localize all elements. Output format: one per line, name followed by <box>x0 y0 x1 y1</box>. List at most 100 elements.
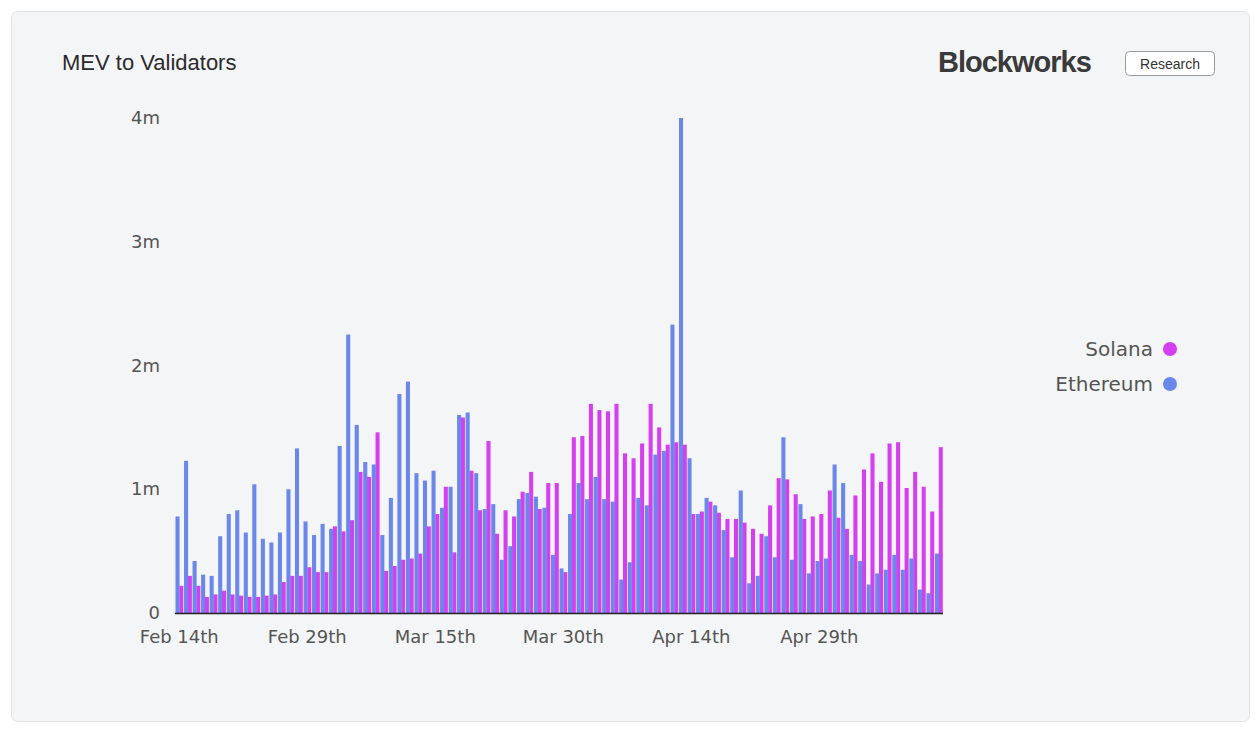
bar <box>922 487 926 613</box>
bar <box>525 493 529 613</box>
bar <box>819 514 823 613</box>
bar <box>261 539 265 613</box>
bar <box>504 510 508 613</box>
bar <box>307 567 311 613</box>
bar <box>244 533 248 613</box>
bar <box>781 437 785 613</box>
bar <box>210 576 214 613</box>
bar <box>235 510 239 613</box>
bar <box>824 559 828 613</box>
bar <box>457 415 461 613</box>
bar <box>324 572 328 613</box>
bar <box>218 536 222 613</box>
bar <box>350 520 354 613</box>
bar <box>321 524 325 613</box>
bar <box>666 445 670 613</box>
bar <box>500 560 504 613</box>
bar <box>355 425 359 613</box>
bar <box>649 404 653 613</box>
bar <box>435 514 439 613</box>
bar <box>909 559 913 613</box>
bar <box>312 535 316 613</box>
bar <box>888 443 892 613</box>
bar <box>278 533 282 613</box>
bar <box>461 417 465 613</box>
y-tick-label: 3m <box>131 231 160 252</box>
chart: MEV to ValidatorsBlockworksResearch01m2m… <box>0 0 1260 736</box>
bar <box>785 479 789 613</box>
bar <box>568 514 572 613</box>
bar <box>807 573 811 613</box>
bar <box>747 583 751 613</box>
bar <box>896 442 900 613</box>
bar <box>222 591 226 613</box>
x-tick-label: Feb 29th <box>268 626 347 647</box>
bar <box>560 568 564 613</box>
x-tick-label: Feb 14th <box>140 626 219 647</box>
y-tick-label: 1m <box>131 478 160 499</box>
bar <box>798 504 802 613</box>
bar <box>491 504 495 613</box>
bar <box>188 576 192 613</box>
bar <box>688 458 692 613</box>
bar <box>794 494 798 613</box>
bar <box>384 571 388 613</box>
bar <box>828 490 832 613</box>
bar <box>606 411 610 613</box>
bar <box>397 394 401 613</box>
bar <box>466 413 470 613</box>
bar <box>563 572 567 613</box>
bar <box>918 589 922 613</box>
bar <box>597 410 601 613</box>
bar <box>845 529 849 613</box>
bar <box>286 489 290 613</box>
bar <box>555 483 559 613</box>
bar <box>777 478 781 613</box>
bar <box>841 483 845 613</box>
bar <box>696 514 700 613</box>
bar <box>248 597 252 613</box>
bar <box>230 594 234 613</box>
bar <box>389 498 393 613</box>
bar <box>760 534 764 613</box>
badge: Research <box>1140 56 1200 72</box>
bar <box>474 473 478 613</box>
bar <box>611 502 615 613</box>
bar <box>739 490 743 613</box>
bar <box>440 508 444 613</box>
bar <box>870 453 874 613</box>
bar <box>816 561 820 613</box>
bar <box>295 448 299 613</box>
bar <box>773 557 777 613</box>
bar <box>205 597 209 613</box>
bar <box>452 552 456 613</box>
bar <box>768 505 772 613</box>
badge-box <box>1126 52 1215 76</box>
x-tick-label: Mar 15th <box>395 626 476 647</box>
bar <box>517 499 521 613</box>
bar <box>905 488 909 613</box>
bar <box>252 484 256 613</box>
bar <box>196 586 200 613</box>
bar <box>282 582 286 613</box>
bar <box>725 519 729 613</box>
bar <box>589 404 593 613</box>
bar <box>892 555 896 613</box>
x-tick-label: Apr 14th <box>652 626 730 647</box>
bar <box>850 555 854 613</box>
bar <box>935 554 939 613</box>
bar <box>239 596 243 613</box>
bar <box>836 518 840 613</box>
legend-label: Ethereum <box>1055 372 1153 396</box>
bar <box>930 512 934 613</box>
bar <box>193 561 197 613</box>
bar <box>713 505 717 613</box>
bar <box>401 560 405 613</box>
bar <box>913 472 917 613</box>
bar <box>879 482 883 613</box>
bar <box>670 325 674 613</box>
bar <box>269 542 273 613</box>
bar <box>602 499 606 613</box>
bar <box>393 566 397 613</box>
bar <box>751 529 755 613</box>
